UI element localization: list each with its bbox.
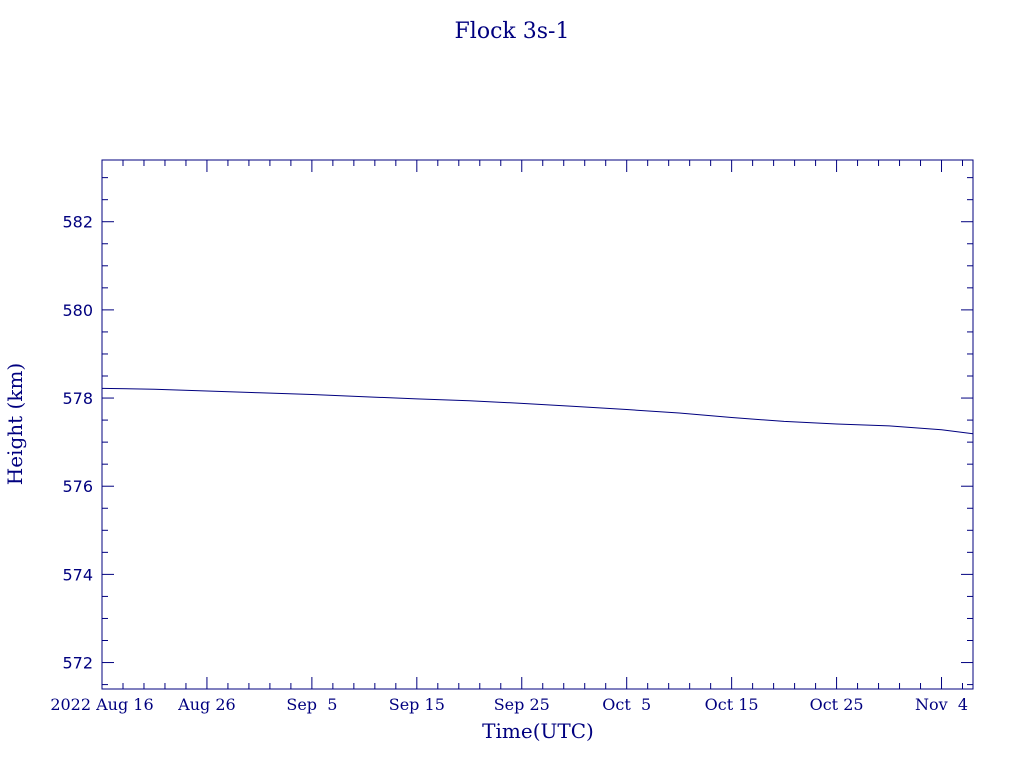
- x-tick-label: 2022 Aug 16: [50, 695, 153, 714]
- y-tick-label: 576: [62, 477, 93, 496]
- x-tick-label: Nov 4: [915, 695, 968, 714]
- x-tick-label: Sep 25: [494, 695, 550, 714]
- x-axis-label: Time(UTC): [482, 719, 594, 743]
- x-tick-label: Sep 15: [389, 695, 445, 714]
- y-tick-label: 578: [62, 389, 93, 408]
- y-tick-label: 582: [62, 213, 93, 232]
- y-axis-ticks: 572 574 576 578 580 582: [62, 177, 973, 686]
- y-axis-label: Height (km): [3, 363, 27, 485]
- y-tick-label: 572: [62, 654, 93, 673]
- height-series-line: [101, 387, 974, 435]
- x-tick-label: Oct 15: [705, 695, 759, 714]
- y-tick-label: 580: [62, 301, 93, 320]
- x-tick-label: Sep 5: [286, 695, 337, 714]
- x-tick-label: Aug 26: [177, 695, 236, 714]
- plot-frame: [101, 159, 974, 690]
- x-tick-label: Oct 5: [602, 695, 651, 714]
- x-tick-label: Oct 25: [810, 695, 864, 714]
- chart-title: Flock 3s-1: [455, 19, 570, 44]
- y-tick-label: 574: [62, 565, 93, 584]
- x-axis-ticks: 2022 Aug 16 Aug 26 Sep 5 Sep 15 Sep 25 Oct 5 O…: [50, 160, 968, 714]
